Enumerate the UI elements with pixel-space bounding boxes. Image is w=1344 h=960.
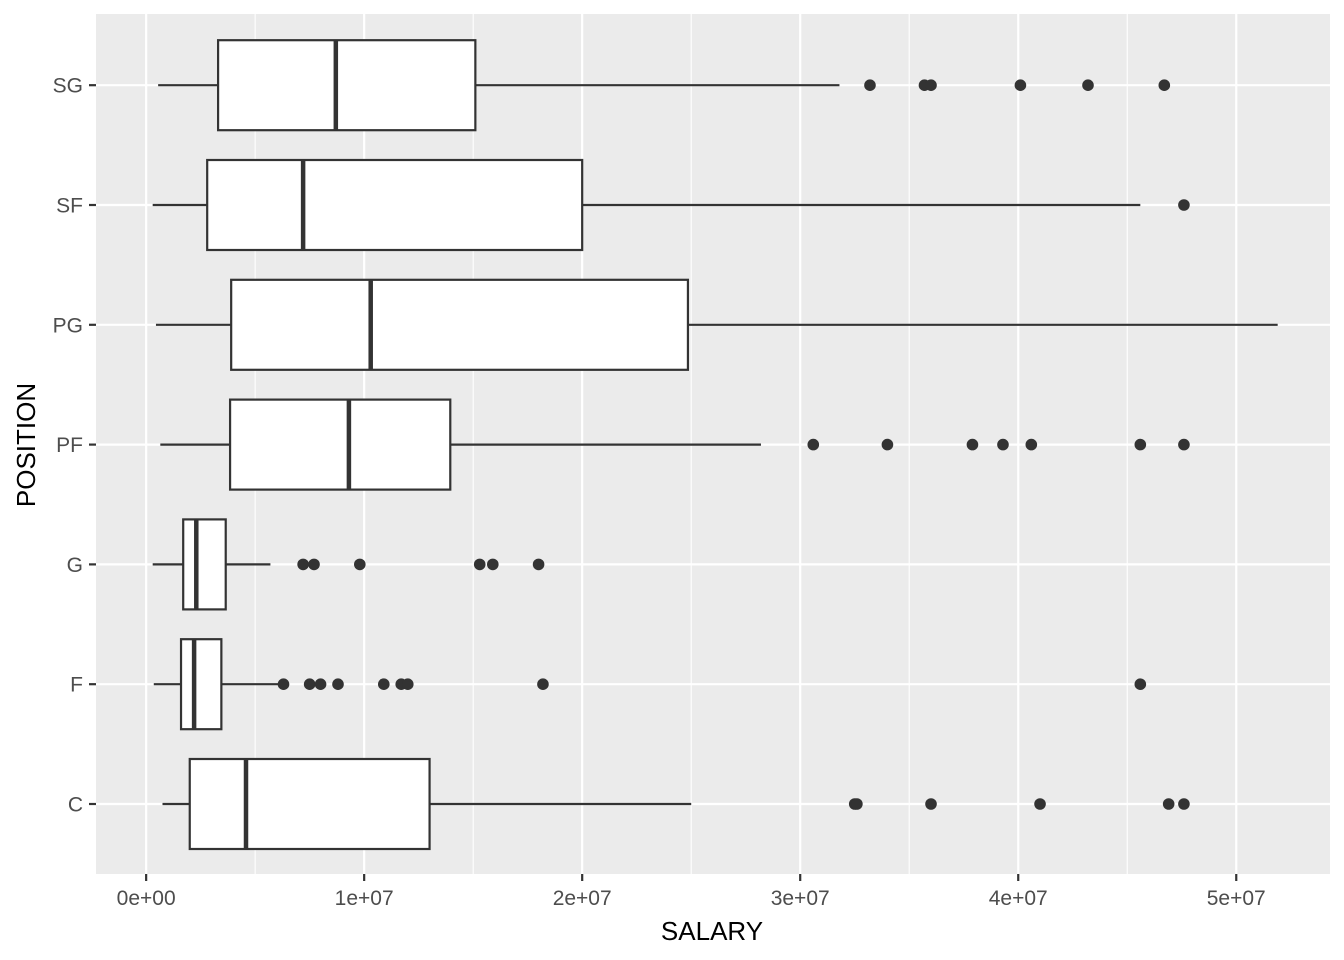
box-iqr bbox=[230, 278, 690, 371]
outlier-point bbox=[1034, 798, 1046, 810]
box-c bbox=[162, 757, 1190, 851]
x-tick-label: 0e+00 bbox=[117, 887, 176, 910]
outlier-point bbox=[1014, 79, 1027, 91]
outlier-point bbox=[1134, 678, 1147, 690]
outlier-point bbox=[473, 558, 486, 571]
outlier-point bbox=[303, 678, 316, 690]
box-pf bbox=[160, 398, 1190, 491]
outlier-point bbox=[925, 79, 937, 91]
box-pg bbox=[155, 278, 1278, 371]
outlier-point bbox=[354, 558, 366, 571]
outlier-point bbox=[925, 798, 937, 810]
plot-panel bbox=[96, 14, 1330, 874]
y-tick-label: SG bbox=[53, 75, 83, 98]
y-tick-label: F bbox=[70, 674, 83, 697]
outlier-point bbox=[966, 438, 979, 451]
box-iqr bbox=[228, 398, 452, 491]
x-axis-title: SALARY bbox=[661, 916, 763, 946]
outlier-point bbox=[332, 678, 344, 690]
y-tick-label: G bbox=[67, 554, 83, 577]
y-tick-label: C bbox=[68, 794, 83, 817]
outlier-point bbox=[1162, 798, 1175, 810]
box-iqr bbox=[188, 757, 431, 851]
box-iqr bbox=[206, 158, 584, 252]
outlier-point bbox=[537, 678, 549, 690]
x-tick-label: 4e+07 bbox=[989, 887, 1048, 910]
y-axis-title: POSITION bbox=[11, 383, 41, 507]
box-sf bbox=[152, 158, 1190, 252]
y-tick-label: PF bbox=[56, 434, 83, 457]
outlier-point bbox=[851, 798, 863, 810]
outlier-point bbox=[881, 438, 894, 451]
box-iqr bbox=[179, 638, 223, 731]
y-tick-label: PG bbox=[53, 314, 83, 337]
outlier-point bbox=[807, 438, 820, 451]
outlier-point bbox=[277, 678, 290, 690]
x-tick-label: 2e+07 bbox=[553, 887, 612, 910]
outlier-point bbox=[864, 79, 876, 91]
y-tick-label: SF bbox=[56, 195, 83, 218]
box-sg bbox=[158, 39, 1171, 132]
outlier-point bbox=[532, 558, 545, 571]
y-axis: C F G PF PG SF SG bbox=[53, 75, 96, 817]
outlier-point bbox=[1134, 438, 1147, 451]
outlier-point bbox=[1082, 79, 1094, 91]
box-g bbox=[152, 518, 545, 611]
outlier-point bbox=[1178, 199, 1190, 211]
outlier-point bbox=[401, 678, 414, 690]
outlier-point bbox=[1158, 79, 1171, 91]
x-tick-label: 1e+07 bbox=[335, 887, 394, 910]
outlier-point bbox=[486, 558, 499, 571]
outlier-point bbox=[308, 558, 320, 571]
outlier-point bbox=[997, 438, 1009, 451]
box-f bbox=[153, 638, 1147, 731]
outlier-point bbox=[377, 678, 390, 690]
outlier-point bbox=[1025, 438, 1038, 451]
box-iqr bbox=[216, 39, 477, 132]
outlier-point bbox=[1178, 438, 1190, 451]
outlier-point bbox=[1178, 798, 1190, 810]
box-iqr bbox=[182, 518, 227, 611]
outlier-point bbox=[297, 558, 309, 571]
x-tick-label: 3e+07 bbox=[771, 887, 830, 910]
x-axis: 0e+00 1e+07 2e+07 3e+07 4e+07 5e+07 bbox=[117, 874, 1266, 910]
x-tick-label: 5e+07 bbox=[1207, 887, 1266, 910]
outlier-point bbox=[314, 678, 327, 690]
